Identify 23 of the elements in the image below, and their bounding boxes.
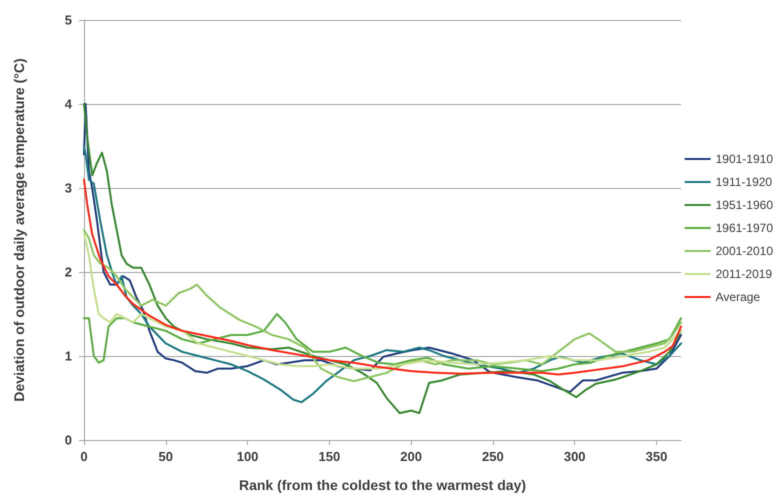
y-tick-label: 3: [64, 180, 72, 196]
legend-label: 2011-2019: [716, 267, 772, 281]
y-tick-label: 1: [64, 348, 72, 364]
y-tick-label: 0: [64, 432, 72, 448]
legend-label: 1951-1960: [716, 198, 774, 212]
y-tick-label: 2: [64, 264, 72, 280]
x-tick-label: 50: [158, 449, 174, 464]
x-axis-title: Rank (from the coldest to the warmest day): [238, 477, 526, 493]
legend-label: 1911-1920: [716, 175, 772, 189]
legend-label: 2001-2010: [716, 244, 774, 258]
x-tick-label: 350: [646, 449, 668, 464]
legend-label: 1901-1910: [716, 152, 774, 166]
x-tick-label: 250: [482, 449, 504, 464]
x-tick-label: 200: [400, 449, 422, 464]
x-tick-label: 100: [236, 449, 258, 464]
x-tick-label: 150: [318, 449, 340, 464]
y-tick-label: 5: [64, 12, 72, 28]
legend-label: 1961-1970: [716, 221, 774, 235]
y-tick-label: 4: [64, 96, 73, 112]
x-tick-label: 0: [80, 449, 88, 464]
x-tick-label: 300: [564, 449, 586, 464]
y-axis-title: Deviation of outdoor daily average temperature (°C): [11, 58, 27, 402]
legend-label: Average: [716, 290, 760, 304]
